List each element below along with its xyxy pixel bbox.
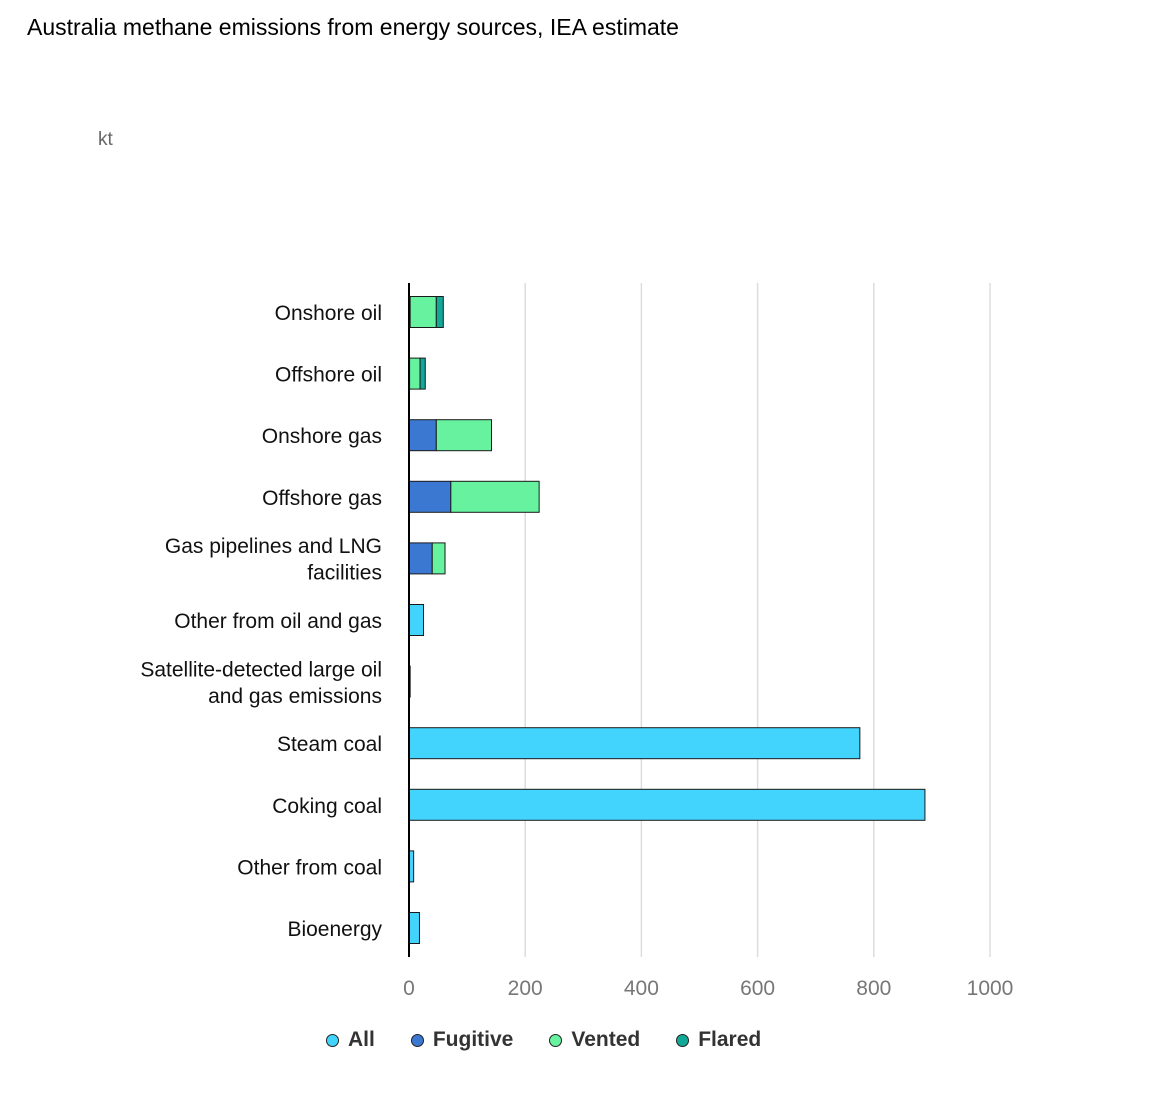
unit-label: kt — [98, 129, 113, 150]
legend-swatch — [410, 1033, 424, 1047]
x-tick-label: 0 — [403, 977, 415, 1000]
category-label: Satellite-detected large oil — [140, 658, 382, 681]
legend-swatch — [676, 1033, 690, 1047]
legend-swatch — [549, 1033, 563, 1047]
bar-all — [408, 604, 425, 636]
legend-label: Vented — [571, 1028, 641, 1051]
x-tick-label: 1000 — [967, 977, 1014, 1000]
bar-flared — [435, 296, 444, 328]
category-label: Coking coal — [272, 795, 382, 818]
bar-fugitive — [408, 419, 437, 452]
legend-item[interactable]: Vented — [549, 1028, 640, 1052]
x-tick-label: 200 — [508, 977, 543, 1000]
category-label: Other from coal — [237, 856, 382, 879]
bar-vented — [409, 296, 437, 328]
bar-vented — [409, 357, 421, 390]
legend-item[interactable]: Flared — [676, 1028, 761, 1052]
bar-vented — [450, 480, 540, 513]
legend-label: Flared — [698, 1028, 762, 1051]
x-tick-label: 600 — [740, 977, 775, 1000]
category-label: Onshore oil — [275, 302, 382, 325]
legend-swatch — [326, 1033, 339, 1047]
category-label: Other from oil and gas — [174, 610, 382, 633]
bar-vented — [435, 419, 493, 452]
bar-all — [408, 912, 420, 944]
legend-item[interactable]: Fugitive — [410, 1028, 514, 1052]
category-label: Steam coal — [277, 733, 382, 756]
bar-flared — [419, 357, 426, 390]
chart-title: Australia methane emissions from energy … — [27, 14, 679, 40]
legend-label: Fugitive — [432, 1028, 514, 1051]
bar-all — [408, 788, 926, 821]
category-label: Onshore gas — [262, 425, 382, 448]
bar-fugitive — [408, 480, 452, 513]
bar-chart: 0 200 400 600 800 1000 Onshore oil Offshore oil… — [140, 283, 1014, 1000]
category-label: and gas emissions — [208, 685, 382, 708]
legend-item[interactable]: All — [326, 1028, 375, 1052]
legend-label: All — [348, 1028, 375, 1051]
legend: All Fugitive Vented Flared — [326, 1028, 797, 1052]
bar-vented — [431, 542, 446, 575]
category-label: Offshore gas — [262, 487, 382, 510]
x-tick-label: 400 — [624, 977, 659, 1000]
x-tick-label: 800 — [856, 977, 891, 1000]
category-label: Bioenergy — [287, 918, 382, 941]
bar-all — [408, 727, 861, 760]
category-label: Offshore oil — [275, 364, 382, 387]
category-label: Gas pipelines and LNG — [165, 535, 382, 558]
category-label: facilities — [307, 562, 382, 585]
bar-fugitive — [408, 542, 433, 575]
